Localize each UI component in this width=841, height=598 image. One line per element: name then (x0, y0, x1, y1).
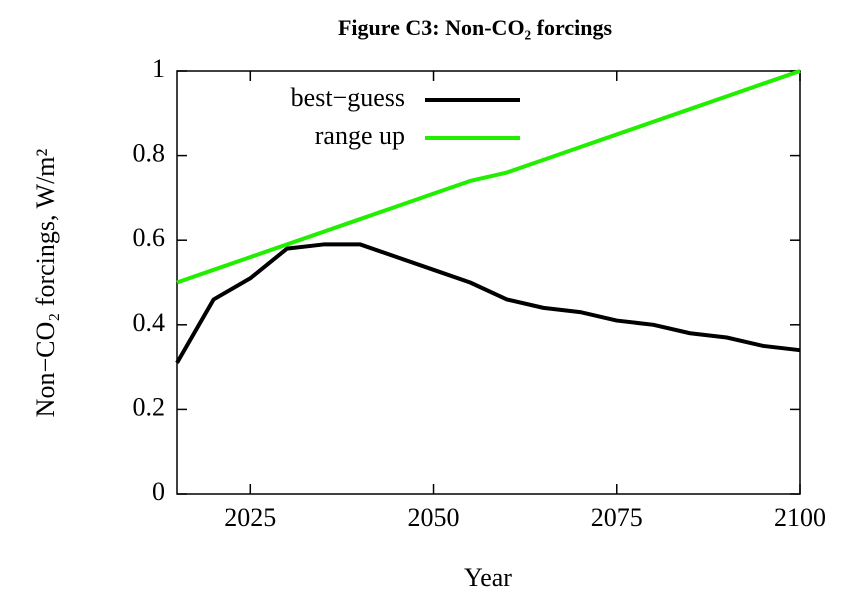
chart-title: Figure C3: Non-CO₂ forcings (338, 15, 612, 40)
y-tick-label: 0.6 (133, 223, 166, 252)
x-tick-label: 2025 (224, 503, 276, 532)
legend-label: best−guess (291, 83, 405, 112)
y-tick-label: 0.8 (133, 139, 166, 168)
x-tick-label: 2050 (408, 503, 460, 532)
line-series (176, 69, 801, 285)
x-tick-label: 2100 (774, 503, 826, 532)
x-tick-label: 2075 (591, 503, 643, 532)
x-axis-label: Year (464, 563, 512, 592)
y-tick-label: 0.2 (133, 392, 166, 421)
y-tick-label: 0.4 (133, 308, 166, 337)
line-series (175, 242, 801, 364)
legend-label: range up (315, 121, 405, 150)
y-axis-label: Non−CO₂ forcings, W/m² (31, 148, 60, 417)
y-tick-label: 0 (152, 477, 165, 506)
y-tick-label: 1 (152, 54, 165, 83)
plot-frame (176, 70, 801, 495)
